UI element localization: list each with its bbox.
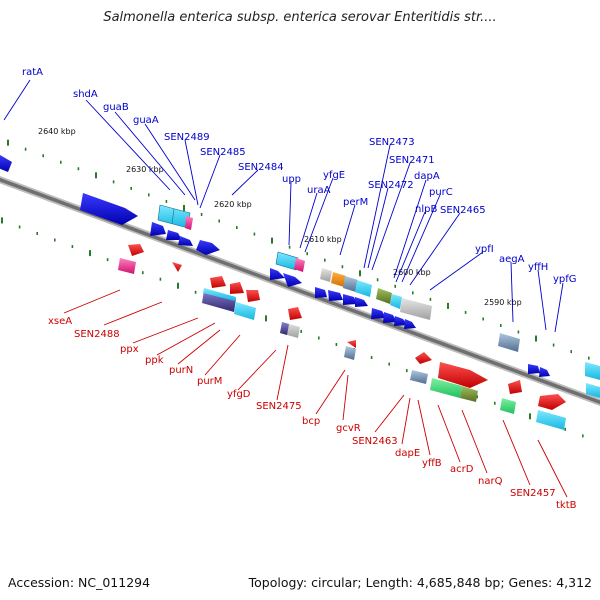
gene-label-reverse: xseA	[48, 316, 72, 327]
forward-strand-genes	[0, 155, 550, 377]
gene-label-forward: perM	[343, 197, 368, 208]
gene-label-reverse: purN	[169, 365, 193, 376]
kbp-tick-labels: 2640 kbp 2630 kbp 2620 kbp 2610 kbp 2600…	[38, 127, 522, 307]
kbp-label: 2600 kbp	[393, 268, 431, 277]
gene-label-forward: uraA	[307, 185, 331, 196]
gene-arrow-forward	[196, 240, 220, 255]
gene-label-reverse: yfgD	[227, 389, 251, 400]
gene-label-forward: yffH	[528, 262, 548, 273]
gene-label-reverse: ppx	[120, 344, 139, 355]
kbp-label: 2610 kbp	[304, 235, 342, 244]
kbp-label: 2640 kbp	[38, 127, 76, 136]
gene-label-reverse: bcp	[302, 416, 320, 427]
gene-arrow-perM	[343, 294, 357, 305]
gene-label-reverse: acrD	[450, 464, 474, 475]
gene-label-reverse: gcvR	[336, 423, 361, 434]
gene-arrow-forward	[355, 297, 368, 307]
gene-arrow-xseA	[128, 244, 144, 256]
gene-label-forward: SEN2489	[164, 132, 210, 143]
gene-label-reverse: dapE	[395, 448, 420, 459]
gene-arrow-SEN2475	[288, 307, 302, 320]
gene-label-reverse: tktB	[556, 500, 577, 511]
reverse-cog-boxes	[118, 258, 600, 430]
gene-label-forward: SEN2485	[200, 147, 246, 158]
gene-label-forward: SEN2472	[368, 180, 414, 191]
gene-label-forward: nlpB	[415, 204, 437, 215]
gene-arrow-ypfG	[539, 367, 550, 377]
forward-gene-leaders	[3, 79, 564, 333]
reverse-gene-labels: xseA SEN2488 ppx ppk purN purM yfgD SEN2…	[48, 316, 577, 511]
gene-label-reverse: SEN2457	[510, 488, 556, 499]
gene-arrow-ppx	[230, 282, 244, 294]
gene-label-forward: dapA	[414, 171, 440, 182]
gene-label-forward: yfgE	[323, 170, 345, 181]
gene-label-forward: ypfG	[553, 274, 577, 285]
gene-arrow-guaA	[166, 230, 182, 240]
gene-label-forward: shdA	[73, 89, 98, 100]
genome-stats-label: Topology: circular; Length: 4,685,848 bp…	[248, 575, 592, 590]
gene-arrow-SEN2465	[404, 319, 416, 329]
gene-arrow-bcp	[347, 340, 356, 348]
gene-label-forward: purC	[429, 187, 453, 198]
gene-label-reverse: SEN2475	[256, 401, 302, 412]
gene-arrow-yffH	[528, 364, 540, 374]
gene-arrow-SEN2463	[415, 352, 432, 364]
forward-gene-labels: ratA shdA guaB guaA SEN2489 SEN2485 SEN2…	[22, 67, 577, 285]
reverse-gene-leaders	[63, 289, 568, 498]
gene-label-forward: SEN2471	[389, 155, 435, 166]
forward-cog-boxes	[157, 204, 600, 380]
gene-label-forward: guaA	[133, 115, 159, 126]
accession-label: Accession: NC_011294	[8, 575, 151, 590]
kbp-label: 2620 kbp	[214, 200, 252, 209]
gene-arrow-SEN2488	[172, 262, 182, 272]
gene-label-reverse: purM	[197, 376, 222, 387]
gene-arrow-guaB	[150, 222, 166, 236]
kbp-label: 2590 kbp	[484, 298, 522, 307]
gene-label-reverse: narQ	[478, 476, 503, 487]
gene-arrow-SEN2457	[508, 380, 522, 394]
gene-label-reverse: yffB	[422, 458, 442, 469]
gene-label-reverse: SEN2463	[352, 436, 398, 447]
gene-arrow-acrD	[438, 362, 488, 388]
gene-label-forward: guaB	[103, 102, 129, 113]
gene-label-reverse: SEN2488	[74, 329, 120, 340]
gene-label-forward: ratA	[22, 67, 43, 78]
gene-arrow-tktB	[538, 394, 566, 410]
gene-arrow-reverse	[210, 276, 226, 288]
gene-arrow-forward	[315, 287, 327, 298]
gene-arrow-forward	[178, 236, 193, 246]
gene-arrow-ppk	[246, 290, 260, 302]
gene-label-forward: SEN2465	[440, 205, 486, 216]
genome-title: Salmonella enterica subsp. enterica sero…	[103, 10, 497, 25]
tick-marks	[1, 139, 590, 438]
gene-arrow-purC	[383, 312, 397, 323]
reverse-strand-genes	[128, 244, 566, 410]
gene-arrow-upp	[270, 268, 285, 280]
gene-arrow-uraA	[283, 273, 302, 287]
gene-label-forward: ypfI	[475, 244, 494, 255]
gene-arrow-nlpB	[394, 316, 408, 326]
gene-arrow-dapA	[371, 308, 386, 319]
gene-arrow-forward	[328, 290, 343, 301]
gene-label-reverse: ppk	[145, 355, 164, 366]
gene-label-forward: SEN2473	[369, 137, 415, 148]
gene-label-forward: aegA	[499, 254, 525, 265]
gene-label-forward: upp	[282, 174, 301, 185]
gene-label-forward: SEN2484	[238, 162, 284, 173]
gene-arrow-ratA	[0, 155, 12, 172]
kbp-label: 2630 kbp	[126, 165, 164, 174]
gene-arrow-shdA	[80, 193, 138, 225]
